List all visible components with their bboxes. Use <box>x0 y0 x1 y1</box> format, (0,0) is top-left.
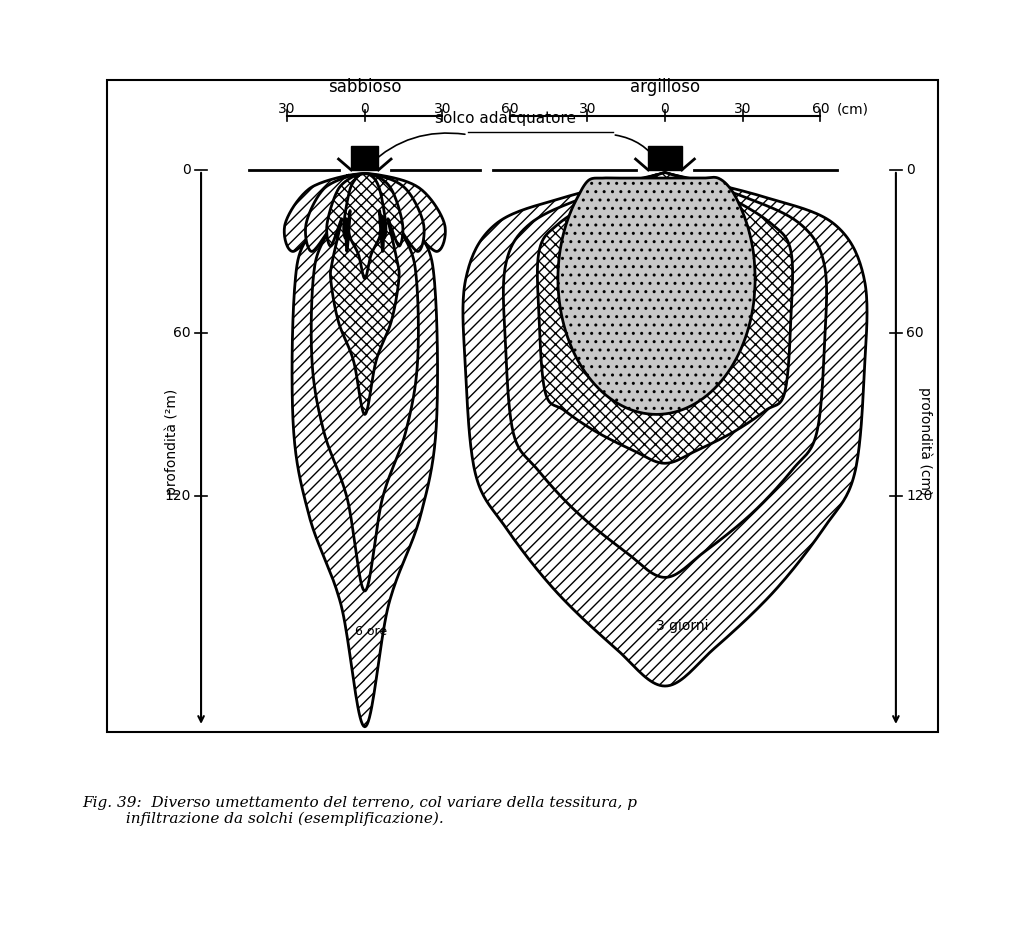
Text: 60: 60 <box>811 102 829 116</box>
Polygon shape <box>538 172 793 463</box>
Bar <box>648 145 682 170</box>
Text: solco adacquatore: solco adacquatore <box>435 111 575 126</box>
Polygon shape <box>558 177 756 415</box>
Text: 60: 60 <box>173 326 190 340</box>
Polygon shape <box>504 172 826 578</box>
Text: 30: 30 <box>579 102 596 116</box>
Text: Fig. 39:  Diverso umettamento del terreno, col variare della tessitura, p
      : Fig. 39: Diverso umettamento del terreno… <box>82 796 637 826</box>
Text: 6 ore: 6 ore <box>639 266 675 280</box>
Text: 60: 60 <box>501 102 518 116</box>
Text: 60: 60 <box>906 326 924 340</box>
Text: profondità (cm): profondità (cm) <box>919 388 933 496</box>
Text: 30: 30 <box>279 102 296 116</box>
Text: 6 ore: 6 ore <box>355 625 387 638</box>
Bar <box>351 145 379 170</box>
Text: sabbioso: sabbioso <box>328 78 401 95</box>
Text: 30: 30 <box>434 102 452 116</box>
Text: argilloso: argilloso <box>630 78 700 95</box>
Polygon shape <box>344 174 386 279</box>
Text: 0: 0 <box>360 102 370 116</box>
Text: 3 giorni: 3 giorni <box>655 620 708 634</box>
Text: 120: 120 <box>164 489 190 503</box>
Text: 10 min.: 10 min. <box>345 212 392 226</box>
Text: 1 ora: 1 ora <box>359 462 391 475</box>
Text: 40 min.: 40 min. <box>345 305 392 317</box>
Text: 1 giorno: 1 giorno <box>641 394 697 408</box>
Polygon shape <box>463 172 867 686</box>
Text: 120: 120 <box>906 489 933 503</box>
Text: 0: 0 <box>906 163 915 177</box>
Text: (cm): (cm) <box>837 102 869 116</box>
Text: 0: 0 <box>182 163 190 177</box>
Polygon shape <box>285 174 445 726</box>
Polygon shape <box>327 174 402 415</box>
Text: profondità (²m): profondità (²m) <box>165 388 179 495</box>
Text: 0: 0 <box>660 102 670 116</box>
Polygon shape <box>305 174 424 591</box>
Text: 30: 30 <box>734 102 752 116</box>
Text: 2 giorni: 2 giorni <box>649 516 701 530</box>
